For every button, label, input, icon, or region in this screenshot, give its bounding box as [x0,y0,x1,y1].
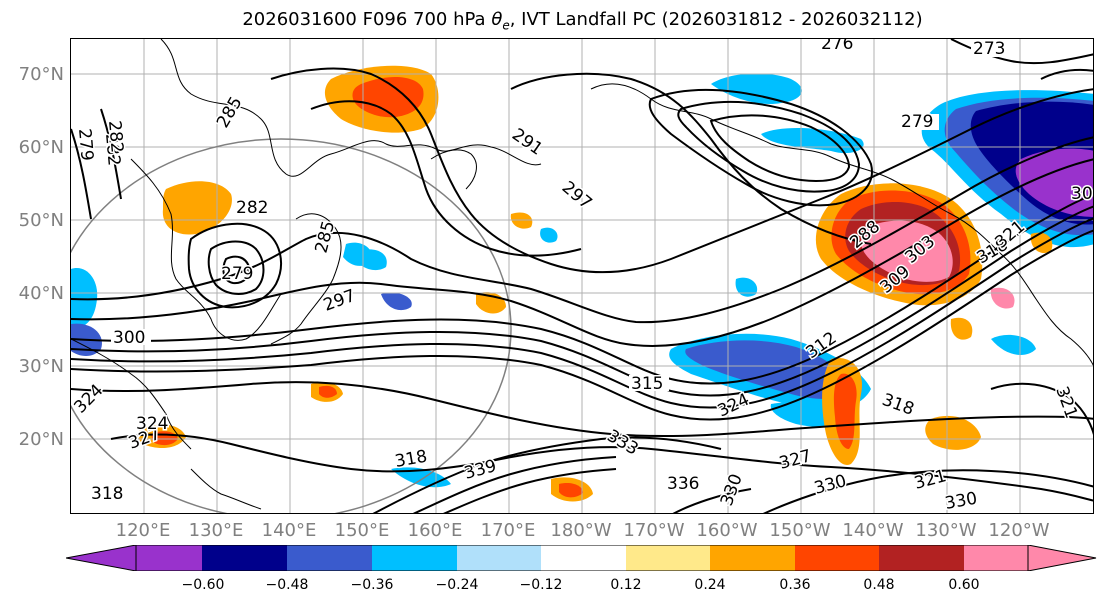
colorbar-segment-pos012 [626,545,710,571]
lon-label-140e: 140°E [261,520,317,541]
shading-positive [138,65,1053,502]
colorbar-segment-pos024 [710,545,795,571]
lat-label-20n: 20°N [18,429,64,450]
shade-orange-west [162,181,232,235]
shade-red-s [559,483,583,498]
colorbar-tick-label: −0.48 [265,577,309,593]
contour-label: 279 [221,264,253,284]
lon-label-160e: 160°E [407,520,463,541]
contour-label: 324 [136,414,168,434]
contour-label: 330 [812,471,849,499]
contour-label: 315 [631,374,663,394]
contour-label: 273 [973,39,1005,59]
colorbar-tick-label: −0.60 [181,577,225,593]
contour-label: 291 [508,125,546,160]
colorbar-tick-label: 0.60 [948,577,980,593]
contour-label: 330 [717,471,747,508]
shade-red-hawaii [833,373,857,449]
contour-label: 321 [1051,384,1081,421]
colorbar-segment-pos048 [879,545,964,571]
contour-label: 327 [777,446,814,474]
colorbar-tick-label: 0.24 [694,577,726,593]
shade-cyan-kuril [351,249,387,271]
lat-label-30n: 30°N [18,356,64,377]
lon-label-180w: 180°W [550,520,612,541]
contour-label: 279 [901,112,933,132]
title-theta: θe [491,9,510,33]
colorbar-segment-pos036 [795,545,879,571]
contour-label: 318 [91,484,123,504]
lon-label-170w: 170°W [623,520,685,541]
lat-label-50n: 50°N [18,210,64,231]
map-panel: 276 273 279 291 297 282 285 279 282 297 … [70,38,1094,514]
shade-orange-n2 [510,212,533,229]
colorbar-segment-zero [541,545,626,571]
contour-label: 282 [101,133,124,167]
contour-label: 330 [943,489,978,514]
colorbar-tick-label: −0.12 [519,577,563,593]
colorbar-tick-label: 0.12 [610,577,642,593]
lon-label-120e: 120°E [115,520,171,541]
colorbar-tick-label: 0.48 [863,577,895,593]
contour-label: 285 [213,93,247,131]
colorbar-extend-right [1027,545,1097,571]
contour-label: 297 [558,178,596,214]
colorbar-segment-neg048 [202,545,287,571]
colorbar-segment-neg060 [136,545,202,571]
lat-label-60n: 60°N [18,137,64,158]
lat-label-70n: 70°N [18,64,64,85]
contour-label: 321 [912,466,949,494]
landfall-region-outline [71,138,512,513]
contour-label: 282 [236,198,268,218]
lat-label-40n: 40°N [18,283,64,304]
contour-label: 276 [821,39,853,54]
lon-label-150e: 150°E [334,520,390,541]
lon-label-130w: 130°W [915,520,977,541]
shade-red-mid2 [319,385,337,398]
colorbar-segment-neg024 [372,545,457,571]
map-canvas: 276 273 279 291 297 282 285 279 282 297 … [71,39,1094,514]
contour-label: 336 [667,474,699,494]
lon-label-150w: 150°W [769,520,831,541]
shade-orange-se [925,415,981,450]
lon-label-160w: 160°W [696,520,758,541]
title-prefix: 2026031600 F096 700 hPa [242,9,492,30]
shade-cyan-north2 [761,127,864,154]
shade-cyan-north [711,73,802,105]
contour-label: 282 [104,120,127,154]
lon-label-120w: 120°W [988,520,1050,541]
map-title: 2026031600 F096 700 hPa θe, IVT Landfall… [0,9,1105,33]
colorbar [66,545,1097,571]
lon-label-140w: 140°W [842,520,904,541]
colorbar-segment-neg012 [457,545,541,571]
contour-label: 333 [604,426,642,460]
contour-label: 318 [393,447,428,472]
contour-label: 318 [879,390,916,420]
shade-cyan-e [735,277,758,297]
lon-label-130e: 130°E [188,520,244,541]
shade-red-north [352,77,424,118]
contour-label: 285 [312,219,340,256]
contour-label: 300 [113,328,145,348]
shade-cyan-baja [991,334,1036,355]
shade-cyan-n2 [540,227,558,243]
shade-cyan-pac [381,292,412,311]
colorbar-segment-neg036 [287,545,372,571]
colorbar-tick-label: −0.36 [350,577,394,593]
theta-e-contours [71,39,1093,513]
colorbar-extend-left [66,545,137,571]
contour-label: 324 [71,380,107,417]
colorbar-tick-label: −0.24 [435,577,479,593]
colorbar-tick-label: 0.36 [779,577,811,593]
title-suffix: , IVT Landfall PC (2026031812 - 20260321… [509,9,923,30]
shade-orange-se2 [950,317,973,340]
lon-label-170e: 170°E [480,520,536,541]
colorbar-segment-pos060 [964,545,1028,571]
shade-pink-se [990,287,1015,309]
contour-label: 279 [74,128,97,162]
contour-label: 306 [1071,184,1094,204]
